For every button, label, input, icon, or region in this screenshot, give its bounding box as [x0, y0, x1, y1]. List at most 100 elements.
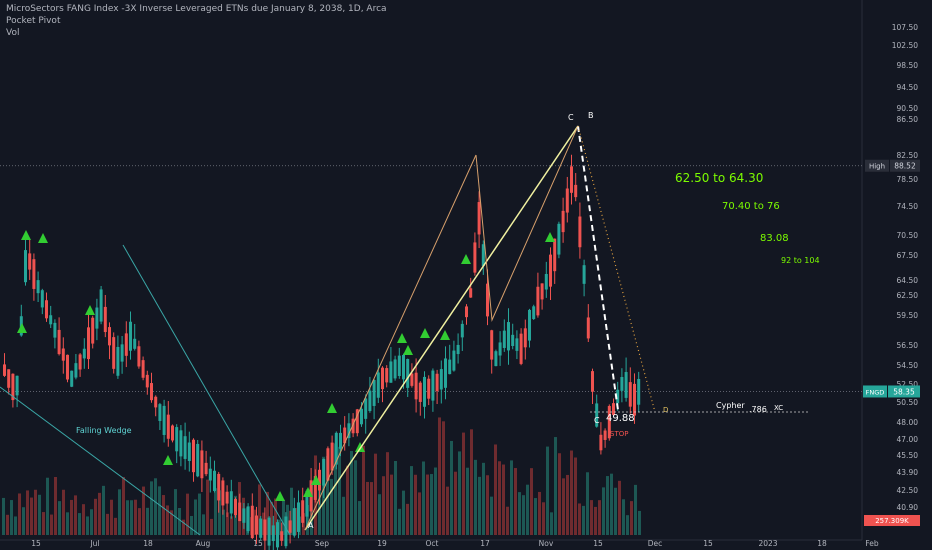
pocket-pivot-marker: [355, 442, 365, 452]
x-tick-label: Jul: [89, 539, 99, 548]
candle-body: [498, 342, 502, 356]
volume-bar: [130, 500, 133, 535]
volume-bar: [598, 500, 601, 535]
pocket-pivot-marker: [461, 254, 471, 264]
x-tick-label: Feb: [865, 539, 879, 548]
point-c-top-label: C: [568, 113, 574, 122]
candle-body: [297, 502, 300, 532]
volume-bar: [550, 512, 553, 535]
candle-body: [267, 517, 271, 546]
candle-body: [36, 280, 40, 294]
x-tick-label: 18: [143, 539, 153, 548]
candle-body: [599, 434, 603, 451]
volume-bar: [34, 489, 37, 535]
candle-body: [74, 363, 78, 378]
volume-bar: [126, 500, 129, 535]
candle-body: [259, 518, 263, 538]
candle-body: [45, 300, 48, 319]
candle-body: [431, 370, 435, 401]
candle-body: [540, 283, 544, 300]
volume-bar: [222, 509, 225, 535]
volume-bar: [70, 499, 73, 535]
point-d-label: D: [663, 406, 668, 414]
candle-body: [271, 525, 275, 541]
volume-bar: [354, 460, 357, 535]
y-tick-label: 59.50: [897, 311, 919, 320]
volume-bar: [526, 484, 529, 535]
target-label-1: 62.50 to 64.30: [675, 171, 763, 185]
high-badge-label: High: [869, 163, 885, 171]
candle-body: [427, 378, 431, 399]
candle-body: [200, 450, 204, 479]
candle-body: [255, 515, 258, 535]
volume-bar: [2, 497, 5, 535]
candle-body: [103, 306, 107, 333]
volume-badge-value: 257.309K: [875, 517, 909, 525]
candle-body: [486, 283, 489, 317]
volume-bar: [466, 467, 469, 535]
candle-body: [360, 408, 363, 425]
candle-body: [607, 406, 611, 439]
volume-bar: [398, 508, 401, 535]
candle-body: [368, 390, 372, 412]
x-tick-label: Nov: [539, 539, 554, 548]
candle-body: [502, 330, 506, 348]
candle-body: [28, 253, 32, 270]
volume-bar: [118, 489, 121, 535]
volume-bar: [446, 486, 449, 535]
candle-body: [565, 188, 569, 213]
candle-body: [456, 344, 460, 355]
candle-body: [544, 273, 548, 290]
candle-body: [70, 370, 74, 387]
candle-body: [305, 490, 309, 517]
candle-body: [217, 473, 221, 501]
candle-body: [624, 372, 628, 398]
candle-body: [234, 499, 237, 516]
y-tick-label: 78.50: [897, 175, 919, 184]
volume-bar: [178, 507, 181, 535]
candle-body: [322, 459, 326, 486]
candle-body: [473, 242, 477, 273]
candle-body: [557, 223, 561, 255]
volume-bar: [290, 487, 293, 535]
candle-body: [213, 470, 216, 492]
candle-body: [469, 288, 473, 298]
y-tick-label: 54.50: [897, 361, 919, 370]
low-value-label: 49.88: [606, 413, 635, 424]
volume-bar: [158, 486, 161, 535]
candle-body: [124, 333, 128, 356]
candle-body: [515, 338, 519, 351]
candle-body: [246, 506, 250, 532]
volume-bar: [286, 504, 289, 535]
volume-bar: [142, 486, 145, 535]
candle-body: [61, 348, 65, 361]
last-badge-value-bg: [888, 385, 920, 398]
volume-bar: [510, 460, 513, 535]
candle-body: [116, 346, 120, 376]
y-tick-label: 48.00: [897, 418, 919, 427]
candle-body: [435, 373, 439, 392]
volume-bar: [214, 488, 217, 535]
indicator-volume[interactable]: Vol: [6, 28, 20, 38]
pocket-pivot-marker: [85, 305, 95, 315]
y-tick-label: 42.50: [897, 486, 919, 495]
y-tick-label: 102.50: [892, 41, 918, 50]
candle-body: [444, 358, 447, 388]
candle-body: [393, 359, 397, 379]
y-tick-label: 50.50: [897, 398, 919, 407]
candle-body: [452, 350, 456, 371]
candle-body: [250, 505, 254, 539]
candle-body: [603, 430, 607, 440]
indicator-pocket-pivot[interactable]: Pocket Pivot: [6, 16, 61, 26]
candle-body: [242, 508, 246, 523]
candle-body: [570, 166, 573, 193]
volume-bar: [138, 508, 141, 535]
volume-bar: [410, 466, 413, 535]
candle-body: [364, 398, 368, 419]
candle-body: [465, 306, 468, 318]
volume-bar: [350, 451, 353, 535]
chart-title: MicroSectors FANG Index -3X Inverse Leve…: [6, 4, 387, 14]
candle-body: [238, 502, 242, 522]
volume-bar: [78, 513, 81, 535]
